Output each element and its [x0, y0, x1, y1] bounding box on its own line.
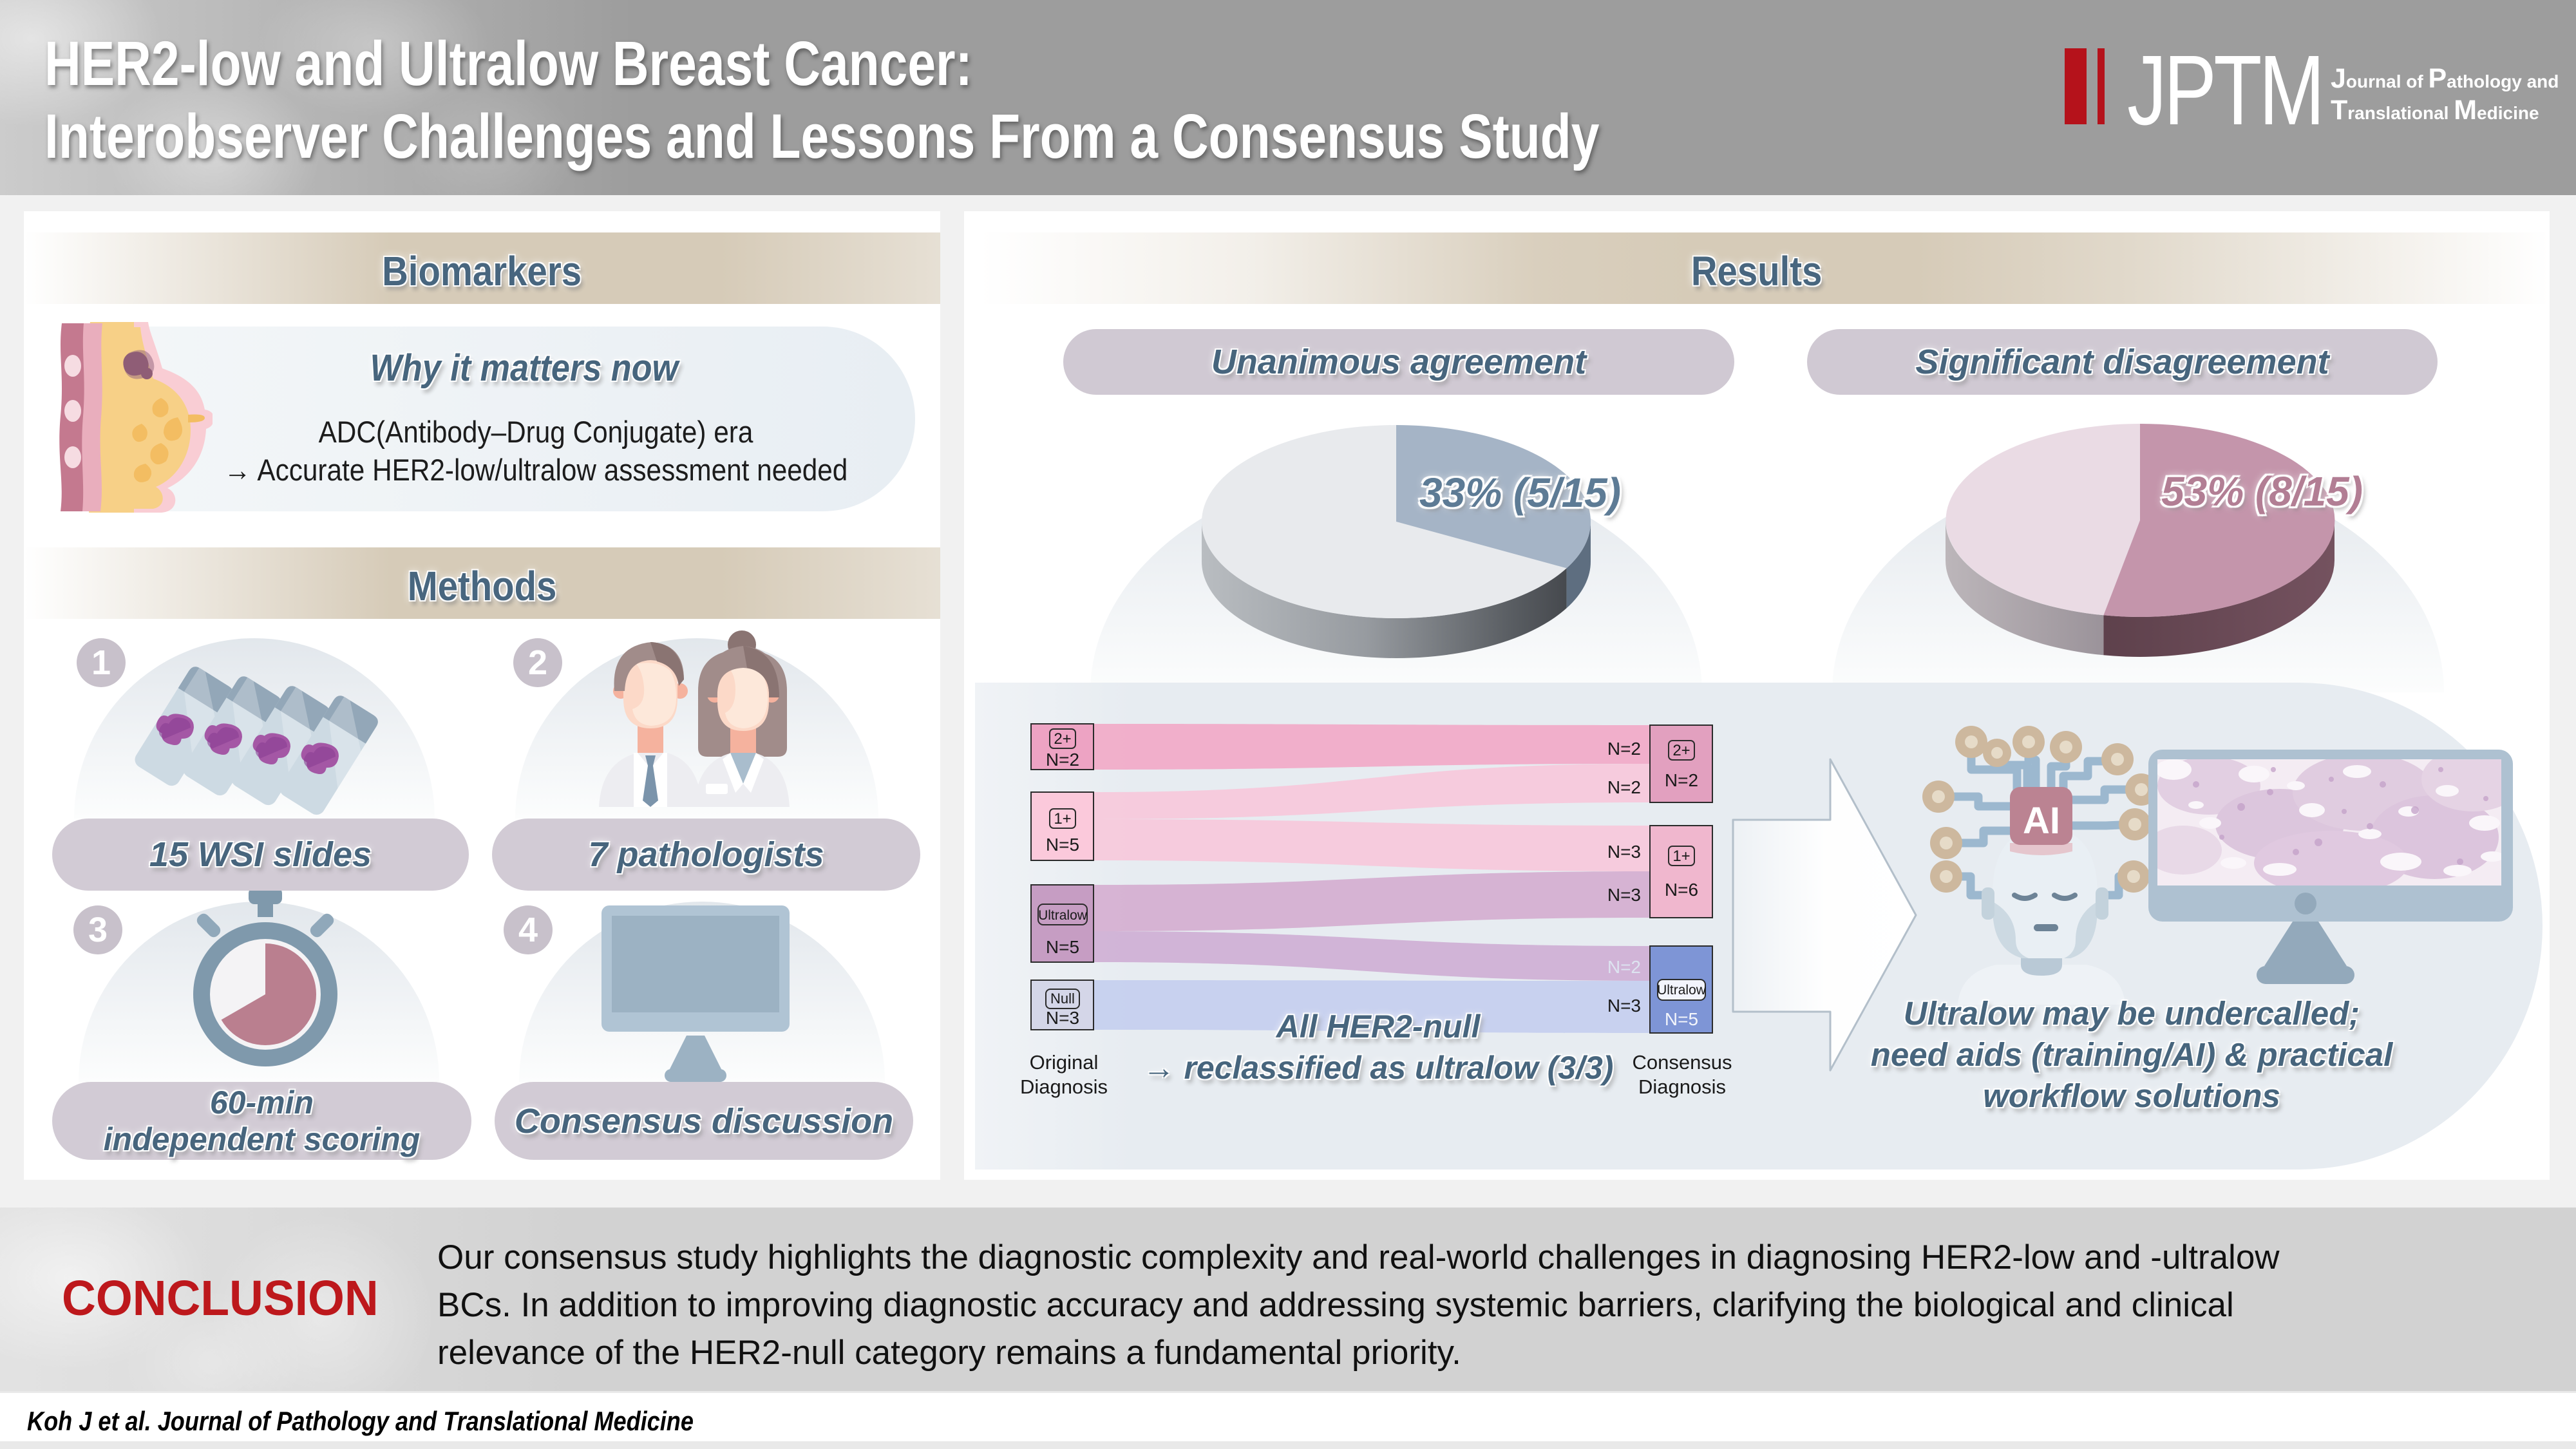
- svg-text:AI: AI: [2023, 800, 2060, 842]
- svg-text:N=6: N=6: [1665, 880, 1698, 900]
- svg-text:N=2: N=2: [1665, 770, 1698, 790]
- svg-text:Diagnosis: Diagnosis: [1638, 1075, 1726, 1098]
- svg-text:Ultralow: Ultralow: [1038, 908, 1088, 923]
- svg-text:1+: 1+: [1054, 810, 1071, 828]
- svg-text:N=2: N=2: [1046, 750, 1079, 770]
- svg-text:Original: Original: [1030, 1051, 1099, 1074]
- svg-text:N=2: N=2: [1607, 777, 1641, 797]
- svg-text:N=2: N=2: [1607, 957, 1641, 977]
- svg-text:2+: 2+: [1672, 742, 1690, 759]
- svg-text:N=2: N=2: [1607, 739, 1641, 759]
- svg-text:N=3: N=3: [1607, 996, 1641, 1016]
- svg-text:N=3: N=3: [1046, 1008, 1079, 1028]
- svg-text:N=5: N=5: [1046, 835, 1079, 855]
- svg-text:N=5: N=5: [1665, 1009, 1698, 1029]
- svg-text:Consensus: Consensus: [1632, 1051, 1732, 1074]
- svg-text:N=3: N=3: [1607, 842, 1641, 862]
- svg-text:N=5: N=5: [1046, 937, 1079, 957]
- svg-text:Null: Null: [1050, 990, 1075, 1007]
- svg-text:Diagnosis: Diagnosis: [1020, 1075, 1108, 1098]
- svg-text:N=3: N=3: [1607, 885, 1641, 905]
- svg-text:2+: 2+: [1054, 730, 1071, 748]
- svg-text:Ultralow: Ultralow: [1657, 983, 1707, 998]
- svg-text:1+: 1+: [1672, 848, 1690, 865]
